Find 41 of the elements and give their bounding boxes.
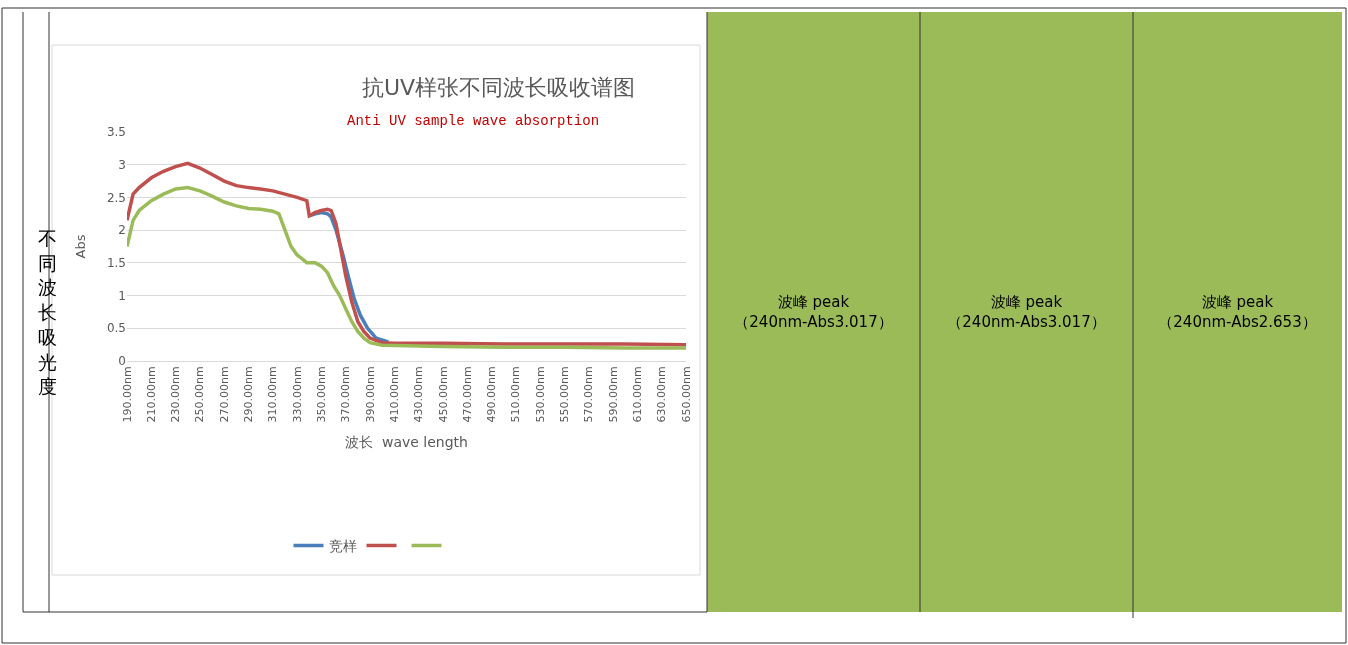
x-tick-label: 470.00nm — [460, 366, 474, 423]
x-tick-label: 550.00nm — [558, 366, 572, 423]
y-tick-label: 0 — [118, 354, 126, 369]
x-tick-label: 630.00nm — [655, 366, 669, 423]
x-tick-label: 430.00nm — [412, 366, 426, 423]
y-tick-label: 3 — [118, 157, 126, 172]
y-axis-title: Abs — [72, 234, 88, 259]
y-tick-label: 3.5 — [106, 125, 126, 140]
x-tick-label: 230.00nm — [169, 366, 183, 423]
y-tick-label: 1 — [118, 288, 126, 303]
x-tick-label: 370.00nm — [339, 366, 353, 423]
text: 波峰 peak （240nm-Abs3.017） — [947, 293, 1106, 331]
x-tick-label: 590.00nm — [606, 366, 620, 423]
x-tick-label: 350.00nm — [315, 366, 329, 423]
x-tick-label: 290.00nm — [242, 366, 256, 423]
y-tick-label: 2 — [118, 223, 126, 238]
legend-label: 竞样 — [328, 538, 357, 555]
y-tick-label: 1.5 — [106, 256, 126, 271]
x-tick-label: 250.00nm — [193, 366, 207, 423]
x-tick-label: 330.00nm — [290, 366, 304, 423]
x-tick-label: 610.00nm — [630, 366, 644, 423]
x-tick-label: 490.00nm — [485, 366, 499, 423]
x-tick-label: 270.00nm — [217, 366, 231, 423]
y-tick-label: 2.5 — [106, 190, 126, 205]
x-tick-label: 190.00nm — [120, 366, 134, 423]
x-tick-label: 530.00nm — [533, 366, 547, 423]
x-tick-label: 310.00nm — [266, 366, 280, 423]
x-tick-label: 570.00nm — [582, 366, 596, 423]
text: 波峰 peak （240nm-Abs2.653） — [1158, 293, 1317, 331]
x-tick-label: 450.00nm — [436, 366, 450, 423]
y-tick-label: 0.5 — [106, 321, 126, 336]
x-tick-label: 650.00nm — [679, 366, 693, 423]
text: 波峰 peak （240nm-Abs3.017） — [734, 293, 893, 331]
x-tick-label: 210.00nm — [144, 366, 158, 423]
chart-subtitle: Anti UV sample wave absorption — [347, 113, 600, 129]
x-axis-title: 波长 wave length — [345, 433, 468, 450]
x-tick-label: 390.00nm — [363, 366, 377, 423]
chart-title: 抗UV样张不同波长吸收谱图 — [362, 75, 636, 100]
x-tick-label: 410.00nm — [387, 366, 401, 423]
text: 不同波长吸光度 — [38, 227, 57, 398]
x-tick-label: 510.00nm — [509, 366, 523, 423]
